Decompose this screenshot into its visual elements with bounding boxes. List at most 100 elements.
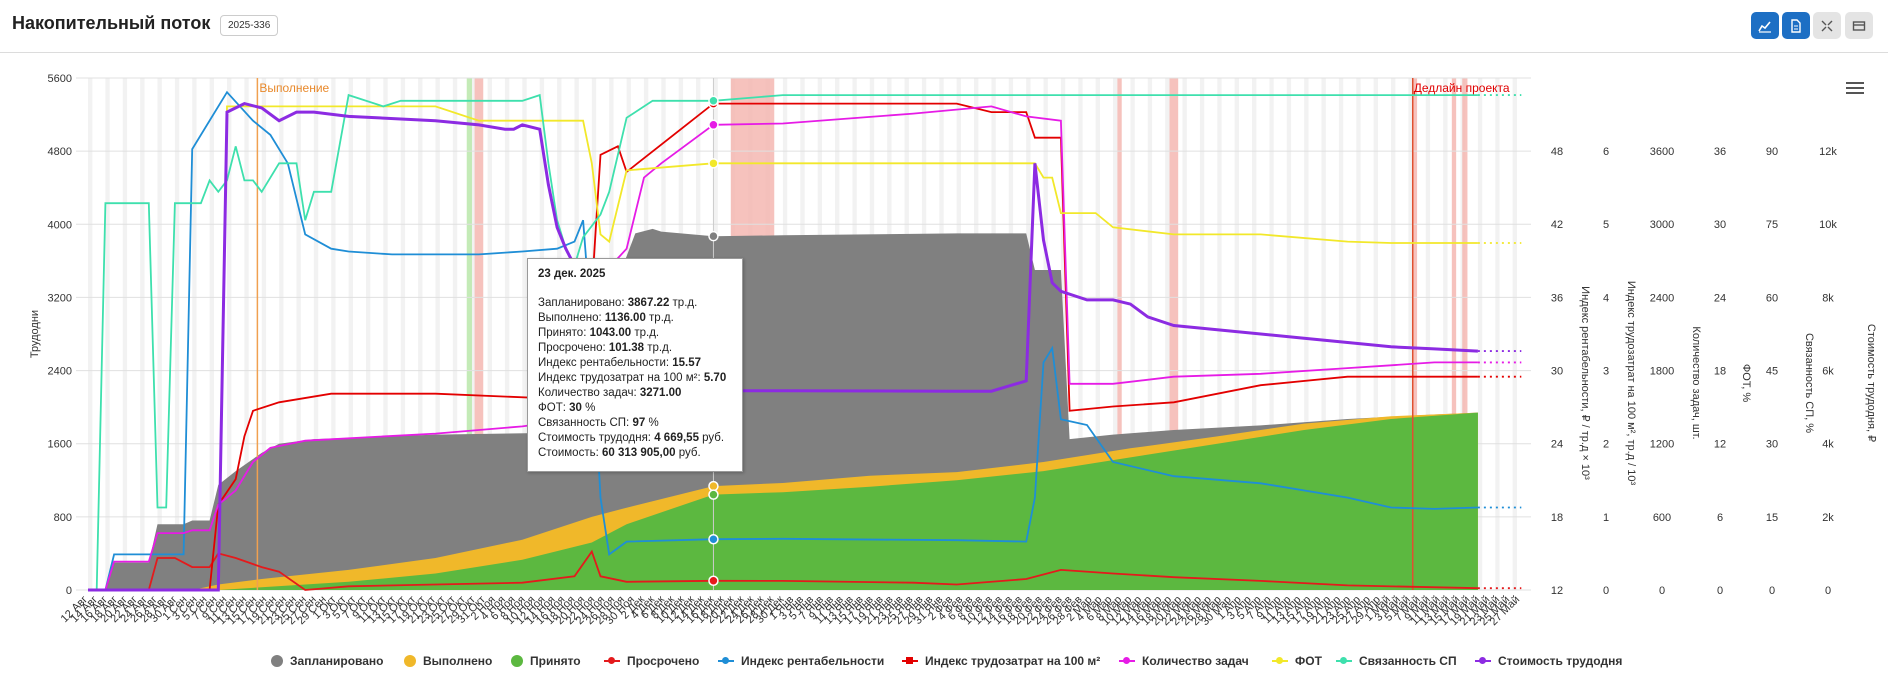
page-header: Накопительный поток 2025-336 xyxy=(0,0,1888,53)
right-tick-label: 12 xyxy=(1551,585,1563,597)
day-stripe xyxy=(1199,78,1205,590)
tooltip-row-value: 1043.00 xyxy=(589,327,632,339)
right-tick-label: 60 xyxy=(1766,292,1778,304)
day-stripe xyxy=(418,78,423,590)
right-tick-label: 4 xyxy=(1603,292,1609,304)
legend-label: Связанность СП xyxy=(1359,654,1457,668)
line-Просрочено xyxy=(88,549,1478,591)
right-tick-label: 24 xyxy=(1551,439,1563,451)
project-code-badge: 2025-336 xyxy=(220,15,279,36)
tooltip-row-value: 1136.00 xyxy=(604,312,646,324)
highlight-band xyxy=(474,78,484,590)
day-stripe xyxy=(261,78,267,590)
day-stripe xyxy=(1286,78,1292,590)
right-tick-label: 12 xyxy=(1714,439,1726,451)
tooltip-row-label: Стоимость: xyxy=(538,447,602,459)
legend-item[interactable]: Стоимость трудодня xyxy=(1475,652,1622,670)
tooltip-row-unit: % xyxy=(581,402,596,414)
legend-label: ФОТ xyxy=(1295,654,1322,668)
right-tick-label: 8k xyxy=(1822,292,1834,304)
marker-Выполнено xyxy=(708,480,719,492)
day-stripe xyxy=(522,78,527,590)
tooltip-row-label: Принято: xyxy=(538,327,590,339)
day-stripe xyxy=(244,78,249,590)
document-icon xyxy=(1791,18,1801,33)
legend-item[interactable]: Запланировано xyxy=(271,652,384,670)
legend-item[interactable]: Просрочено xyxy=(604,652,699,670)
right-tick-label: 45 xyxy=(1766,366,1778,378)
right-tick-label: 30 xyxy=(1766,439,1778,451)
right-tick-label: 5 xyxy=(1603,219,1609,231)
marker-Принято xyxy=(708,489,719,500)
right-tick-label: 30 xyxy=(1714,219,1726,231)
tooltip-row-value: 3867.22 xyxy=(627,297,670,309)
cumulative-flow-chart: 0800160024003200400048005600Трудодни1218… xyxy=(29,73,1877,628)
right-tick-label: 42 xyxy=(1551,219,1563,231)
marker-Просрочено xyxy=(708,575,719,587)
day-stripe xyxy=(296,78,301,590)
tooltip-row: ФОТ: 30 % xyxy=(538,401,732,416)
left-tick-label: 2400 xyxy=(48,366,72,378)
chart-tooltip: 23 дек. 2025 Запланировано: 3867.22 тр.д… xyxy=(527,258,743,472)
page-title: Накопительный поток xyxy=(12,13,211,33)
day-stripe xyxy=(1391,78,1396,590)
right-axis-title: Связанность СП, % xyxy=(1803,333,1815,433)
legend-item[interactable]: Связанность СП xyxy=(1336,652,1457,670)
tooltip-row: Выполнено: 1136.00 тр.д. xyxy=(538,311,732,326)
legend-item[interactable]: ФОТ xyxy=(1272,652,1322,670)
tooltip-row-unit: руб. xyxy=(698,432,725,444)
day-stripe xyxy=(1165,78,1170,590)
tooltip-row: Стоимость: 60 313 905,00 руб. xyxy=(538,446,732,461)
legend-marker-icon xyxy=(1336,657,1352,664)
panel-icon-button[interactable] xyxy=(1845,12,1873,39)
line-ФОТ xyxy=(88,105,1478,591)
marker-Количество задач xyxy=(708,119,719,131)
day-stripe xyxy=(1495,78,1500,590)
tooltip-row-value: 101.38 xyxy=(608,342,645,354)
left-tick-label: 1600 xyxy=(48,439,72,451)
day-stripe xyxy=(122,78,128,590)
right-tick-label: 6k xyxy=(1822,366,1834,378)
marker-Запланировано xyxy=(708,230,719,242)
day-stripe xyxy=(140,78,145,590)
expand-icon-button[interactable] xyxy=(1813,12,1841,39)
legend-item[interactable]: Индекс рентабельности xyxy=(718,652,884,670)
day-stripe xyxy=(1217,78,1222,590)
chart-menu-icon[interactable] xyxy=(1846,82,1864,96)
tooltip-row-value: 4 669,55 xyxy=(654,432,699,444)
day-stripe xyxy=(88,78,93,590)
legend-item[interactable]: Количество задач xyxy=(1119,652,1249,670)
chart-icon-button[interactable] xyxy=(1751,12,1779,39)
day-stripe xyxy=(1425,78,1431,590)
right-tick-label: 1200 xyxy=(1650,439,1674,451)
right-tick-label: 12k xyxy=(1819,146,1837,158)
right-tick-label: 3 xyxy=(1603,366,1609,378)
tooltip-row-label: Индекс рентабельности: xyxy=(538,357,673,369)
tooltip-row: Индекс рентабельности: 15.57 xyxy=(538,356,732,371)
right-axis-title: Стоимость трудодня, ₽ xyxy=(1865,324,1877,442)
report-icon-button[interactable] xyxy=(1782,12,1810,39)
day-stripe xyxy=(400,78,406,590)
right-tick-label: 3000 xyxy=(1650,219,1674,231)
legend-label: Стоимость трудодня xyxy=(1498,654,1623,668)
tooltip-row-value: 30 xyxy=(569,402,582,414)
legend-item[interactable]: Принято xyxy=(511,652,581,670)
right-tick-label: 18 xyxy=(1714,366,1726,378)
day-stripe xyxy=(1304,78,1309,590)
tooltip-row-unit: тр.д. xyxy=(669,297,698,309)
tooltip-row: Связанность СП: 97 % xyxy=(538,416,732,431)
legend-item[interactable]: Выполнено xyxy=(404,652,492,670)
day-stripe xyxy=(192,78,197,590)
marker-Индекс рентабельности xyxy=(708,533,719,545)
highlight-band xyxy=(1451,78,1457,590)
line-chart-icon xyxy=(1758,20,1771,33)
tooltip-row: Количество задач: 3271.00 xyxy=(538,386,732,401)
legend-item[interactable]: Индекс трудозатрат на 100 м² xyxy=(902,652,1100,670)
left-tick-label: 0 xyxy=(66,585,72,597)
right-tick-label: 36 xyxy=(1714,146,1726,158)
right-tick-label: 600 xyxy=(1653,512,1671,524)
legend-label: Выполнено xyxy=(423,654,493,668)
expand-icon xyxy=(1821,20,1833,31)
day-stripe xyxy=(279,78,284,590)
line-Связанность СП xyxy=(88,93,1478,591)
